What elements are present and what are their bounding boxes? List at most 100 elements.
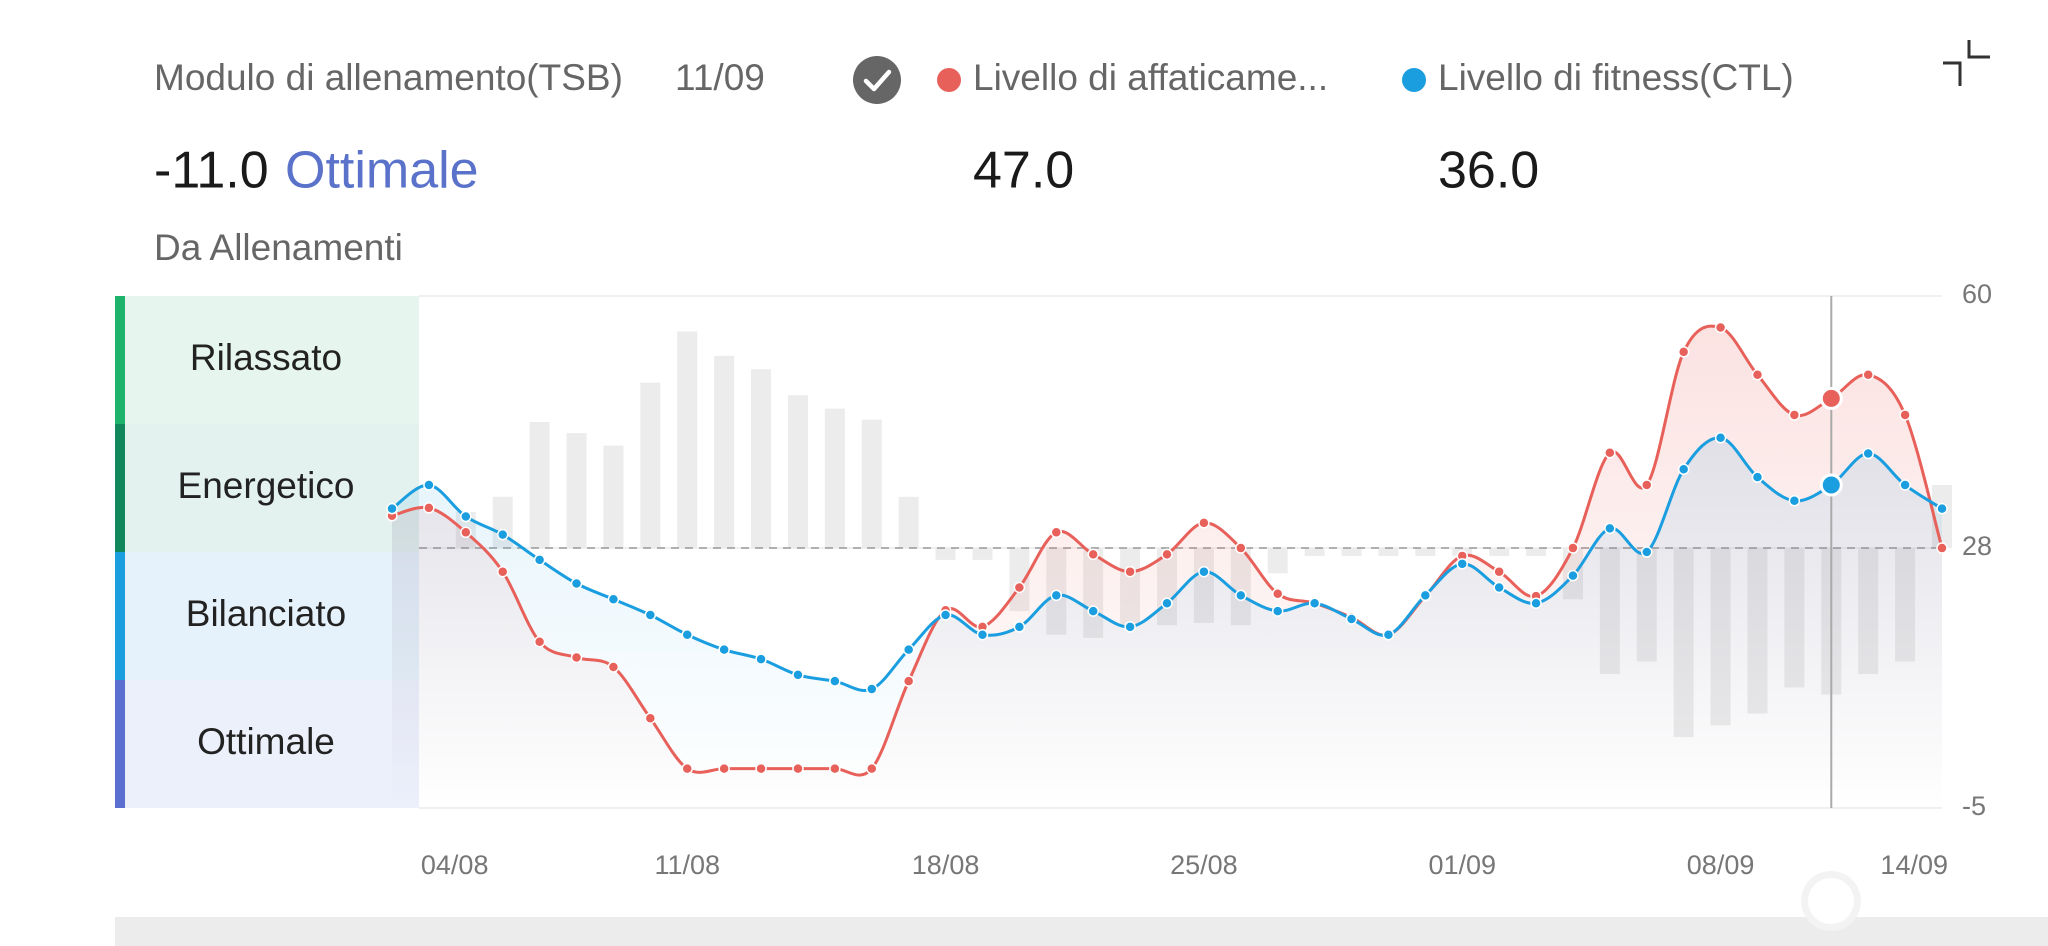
x-tick-label: 04/08 <box>421 850 489 880</box>
point <box>570 577 583 590</box>
point <box>1087 605 1099 617</box>
legend-label: Livello di affaticame... <box>973 57 1328 98</box>
check-icon[interactable] <box>853 56 901 104</box>
bar <box>1378 548 1399 556</box>
point <box>570 651 583 664</box>
bar <box>751 369 772 549</box>
bar <box>935 548 956 560</box>
point <box>1604 522 1616 535</box>
legend-dot <box>937 68 961 92</box>
x-tick-label: 08/09 <box>1687 850 1755 880</box>
zone-label: Rilassato <box>190 337 342 378</box>
bar <box>824 408 845 549</box>
point <box>976 628 989 641</box>
point <box>1677 346 1690 358</box>
y-tick-label: 60 <box>1962 279 1992 309</box>
chart: Rilassato Energetico Bilanciato Ottimale -5 2… <box>115 279 1992 880</box>
point <box>902 643 915 656</box>
point <box>1493 581 1505 594</box>
point <box>1641 479 1653 491</box>
bar <box>529 422 550 549</box>
point <box>939 609 952 621</box>
point <box>533 554 546 566</box>
series-area <box>392 437 1942 808</box>
bar <box>640 382 661 549</box>
point <box>1567 569 1579 582</box>
point <box>1419 589 1432 602</box>
bar <box>1304 548 1325 556</box>
zone-background <box>125 552 419 680</box>
point <box>1788 409 1801 421</box>
legend-label: Livello di fitness(CTL) <box>1438 57 1794 98</box>
point <box>1161 597 1173 609</box>
point <box>496 565 509 578</box>
point <box>1345 613 1358 625</box>
point <box>1751 369 1764 381</box>
point <box>902 675 915 687</box>
bar <box>714 355 735 549</box>
x-tick-label: 25/08 <box>1170 850 1238 880</box>
y-tick-label: -5 <box>1962 791 1986 821</box>
highlight-point <box>1819 386 1843 410</box>
point <box>718 762 730 775</box>
point <box>1751 471 1764 483</box>
point <box>829 762 841 775</box>
point <box>607 661 620 673</box>
point <box>644 609 657 621</box>
point <box>755 653 767 665</box>
point <box>829 675 841 687</box>
zone-strip <box>115 424 125 552</box>
title: Modulo di allenamento(TSB) <box>154 57 623 98</box>
point <box>1862 369 1874 381</box>
bar <box>566 433 587 549</box>
point <box>1124 621 1136 633</box>
point <box>681 762 693 775</box>
source: Da Allenamenti <box>154 227 403 268</box>
bar <box>1415 548 1436 556</box>
point <box>1382 628 1395 641</box>
collapse-icon[interactable] <box>1943 40 1990 86</box>
point <box>1714 432 1727 444</box>
zone-background <box>125 424 419 552</box>
point <box>866 683 878 695</box>
bar <box>861 419 882 549</box>
point <box>1198 517 1210 529</box>
point <box>423 502 435 514</box>
point <box>1124 565 1136 578</box>
zone-label: Energetico <box>178 465 355 506</box>
point <box>533 636 546 648</box>
point <box>792 669 804 681</box>
x-tick-label: 18/08 <box>912 850 980 880</box>
x-tick-label: 01/09 <box>1428 850 1496 880</box>
bar <box>1489 548 1510 556</box>
point <box>1714 321 1727 334</box>
point <box>1493 565 1505 578</box>
point <box>386 502 398 515</box>
point <box>1604 447 1616 459</box>
x-tick-label: 14/09 <box>1880 850 1948 880</box>
fatigue-value: 47.0 <box>973 142 1074 200</box>
point <box>1530 597 1542 609</box>
point <box>1013 621 1026 633</box>
point <box>1087 548 1099 561</box>
point <box>607 593 620 606</box>
point <box>644 712 657 724</box>
point <box>755 762 767 775</box>
point <box>1936 502 1948 515</box>
point <box>460 510 472 523</box>
point <box>866 762 878 775</box>
bar <box>787 395 808 549</box>
scroll-track[interactable] <box>115 917 2048 946</box>
point <box>1271 605 1284 617</box>
tsb-value: -11.0 <box>154 142 269 200</box>
scroll-knob[interactable] <box>1808 878 1854 924</box>
point <box>1899 409 1911 421</box>
point <box>1013 581 1026 594</box>
zone-background <box>125 680 419 808</box>
bar <box>1526 548 1547 556</box>
date: 11/09 <box>675 57 765 98</box>
point <box>1271 587 1284 600</box>
y-tick-label: 28 <box>1962 531 1992 561</box>
zone-strip <box>115 296 125 424</box>
